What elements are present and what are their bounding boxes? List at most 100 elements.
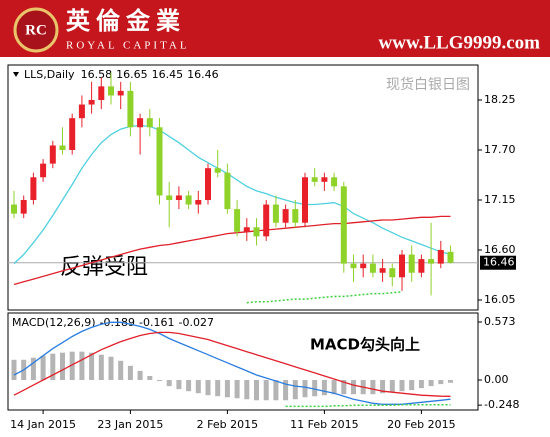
histogram-bar bbox=[234, 380, 240, 399]
x-tick-label: 23 Jan 2015 bbox=[97, 418, 163, 431]
candle-body bbox=[195, 200, 202, 205]
histogram-bar bbox=[137, 370, 143, 381]
histogram-bar bbox=[254, 380, 259, 401]
histogram-bar bbox=[79, 351, 85, 381]
histogram-bar bbox=[331, 380, 337, 395]
histogram-bar bbox=[312, 380, 318, 397]
candle-body bbox=[205, 168, 211, 200]
price-panel bbox=[7, 64, 479, 311]
histogram-bar bbox=[302, 380, 308, 398]
candle-body bbox=[369, 263, 376, 273]
histogram-bar bbox=[157, 380, 162, 382]
candle-body bbox=[137, 118, 144, 128]
histogram-bar bbox=[186, 380, 192, 392]
candle-body bbox=[243, 227, 250, 232]
histogram-bar bbox=[273, 380, 279, 401]
info-value: 16.45 bbox=[152, 68, 184, 81]
candle-body bbox=[311, 177, 318, 182]
info-value: -0.161 bbox=[139, 316, 174, 329]
histogram-bar bbox=[399, 380, 405, 392]
histogram-bar bbox=[205, 380, 211, 396]
brand-cn: 英倫金業 bbox=[66, 7, 186, 35]
annotation: MACD勾头向上 bbox=[310, 336, 420, 354]
histogram-bar bbox=[69, 351, 75, 381]
x-tick-label: 2 Feb 2015 bbox=[197, 418, 258, 431]
candle-body bbox=[108, 86, 114, 96]
histogram-bar bbox=[40, 355, 46, 381]
candle-body bbox=[428, 259, 435, 264]
candle-body bbox=[234, 209, 241, 232]
histogram-bar bbox=[215, 380, 221, 397]
candle-body bbox=[408, 254, 415, 273]
candle-body bbox=[447, 251, 454, 263]
candle-body bbox=[389, 268, 396, 278]
panel-arrow bbox=[13, 72, 19, 77]
info-value: 16.58 bbox=[81, 68, 113, 81]
last-price-box bbox=[480, 255, 516, 270]
last-price-label: 16.46 bbox=[483, 256, 515, 269]
histogram-bar bbox=[224, 380, 230, 398]
candle-body bbox=[321, 177, 328, 182]
histogram-bar bbox=[98, 354, 104, 381]
y-tick-label: -0.248 bbox=[484, 398, 519, 411]
y-tick-label: 17.70 bbox=[484, 143, 516, 156]
histogram-bar bbox=[118, 360, 124, 381]
histogram-bar bbox=[195, 380, 201, 394]
candle-body bbox=[166, 195, 173, 200]
candle-body bbox=[156, 127, 163, 196]
candle-body bbox=[360, 263, 367, 269]
histogram-bar bbox=[341, 380, 347, 395]
histogram-bar bbox=[60, 352, 65, 381]
histogram-bar bbox=[409, 380, 415, 391]
y-tick-label: 16.05 bbox=[484, 293, 516, 306]
candle-body bbox=[331, 177, 338, 187]
candle-body bbox=[340, 186, 347, 264]
info-value: 16.46 bbox=[187, 68, 219, 81]
histogram-bar bbox=[263, 380, 269, 401]
candle-body bbox=[88, 100, 95, 105]
candle-body bbox=[11, 204, 17, 214]
x-tick-label: 20 Feb 2015 bbox=[387, 418, 455, 431]
histogram-bar bbox=[448, 380, 453, 383]
histogram-bar bbox=[11, 359, 17, 381]
candle-body bbox=[98, 86, 105, 100]
brand-url: www.LLG9999.com bbox=[379, 32, 541, 53]
histogram-bar bbox=[418, 380, 424, 389]
candle-body bbox=[49, 145, 56, 164]
histogram-bar bbox=[89, 352, 95, 381]
histogram-bar bbox=[50, 353, 56, 381]
histogram-bar bbox=[438, 380, 444, 385]
candle-body bbox=[59, 145, 66, 150]
candle-body bbox=[20, 200, 27, 214]
candle-body bbox=[399, 254, 405, 278]
y-tick-label: 0.573 bbox=[484, 315, 516, 328]
y-tick-label: 18.25 bbox=[484, 93, 516, 106]
logo-crest bbox=[13, 7, 59, 53]
y-tick-label: 0.00 bbox=[484, 373, 509, 386]
candle-body bbox=[418, 259, 425, 273]
candle-body bbox=[292, 209, 299, 223]
candle-body bbox=[185, 195, 192, 205]
info-value: -0.027 bbox=[178, 316, 213, 329]
candle-body bbox=[30, 177, 37, 200]
candle-body bbox=[253, 227, 260, 237]
info-value: 16.65 bbox=[116, 68, 148, 81]
candle-body bbox=[272, 204, 279, 223]
histogram-bar bbox=[321, 380, 327, 396]
candle-body bbox=[175, 195, 182, 200]
indicator-name: MACD(12,26,9) bbox=[12, 316, 96, 329]
histogram-bar bbox=[147, 375, 153, 381]
watermark: 现货白银日图 bbox=[386, 76, 470, 93]
candle-body bbox=[69, 118, 76, 150]
header-bar bbox=[0, 0, 550, 57]
candle-body bbox=[214, 168, 221, 173]
macd-panel bbox=[7, 312, 479, 411]
candle-body bbox=[263, 204, 270, 237]
candle-body bbox=[127, 90, 134, 128]
candle-body bbox=[350, 263, 357, 269]
candle-body bbox=[146, 118, 153, 128]
histogram-bar bbox=[30, 357, 36, 381]
histogram-bar bbox=[166, 380, 172, 387]
logo-text: RC bbox=[25, 22, 47, 38]
